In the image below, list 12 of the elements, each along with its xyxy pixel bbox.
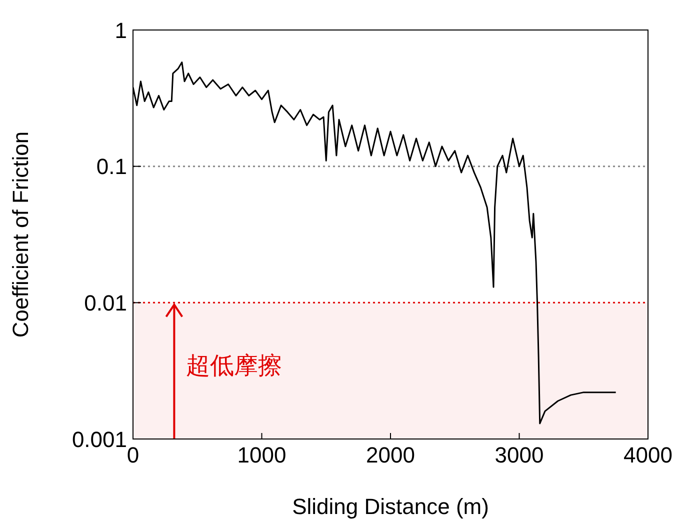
- y-tick-label: 1: [114, 18, 127, 43]
- x-tick-label: 4000: [624, 442, 672, 468]
- x-tick-label: 0: [126, 442, 140, 468]
- x-tick-label: 3000: [494, 442, 544, 468]
- x-axis-title: Sliding Distance (m): [292, 494, 489, 519]
- y-tick-label: 0.01: [84, 290, 127, 316]
- y-tick-label: 0.1: [96, 154, 127, 180]
- annotation: 超低摩擦: [186, 352, 282, 380]
- x-tick-label: 2000: [366, 442, 415, 468]
- y-tick-label: 0.001: [72, 426, 127, 452]
- y-axis-title: Coefficient of Friction: [8, 131, 33, 338]
- x-tick-label: 1000: [237, 442, 286, 468]
